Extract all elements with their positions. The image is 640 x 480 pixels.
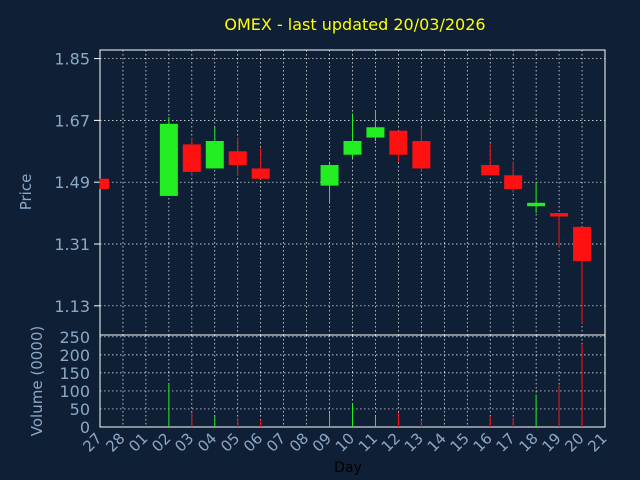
- volume-tick-label: 250: [59, 328, 90, 347]
- x-axis-label: Day: [334, 460, 362, 476]
- volume-tick-label: 150: [59, 364, 90, 383]
- volume-tick-label: 50: [70, 400, 90, 419]
- volume-tick-label: 200: [59, 346, 90, 365]
- price-axis-label: Price: [17, 174, 35, 211]
- candle-body: [389, 130, 408, 155]
- price-panel: 1.85 1.67 1.49 1.31 1.13: [54, 49, 606, 336]
- price-tick-label: 1.49: [54, 173, 90, 192]
- chart-title: OMEX - last updated 20/03/2026: [224, 15, 485, 34]
- candle-body: [228, 151, 247, 166]
- candle-body: [412, 140, 431, 169]
- x-axis: 2728010203040506070809101112131415161718…: [79, 429, 610, 455]
- candle-body: [504, 175, 523, 190]
- price-tick-label: 1.13: [54, 297, 90, 316]
- candle-body: [573, 226, 592, 262]
- volume-tick-label: 100: [59, 382, 90, 401]
- candle-body: [366, 127, 385, 138]
- candle-body: [320, 165, 339, 186]
- candle-body: [159, 123, 178, 196]
- candle-body: [550, 213, 569, 217]
- candle-body: [343, 140, 362, 155]
- candle-body: [251, 168, 270, 179]
- price-tick-label: 1.85: [54, 50, 90, 69]
- volume-tick-label: 0: [80, 418, 90, 437]
- candle-body: [100, 178, 109, 190]
- candle-body: [182, 144, 201, 172]
- volume-axis-label: Volume (0000): [28, 326, 46, 436]
- price-tick-label: 1.31: [54, 235, 90, 254]
- price-tick-label: 1.67: [54, 111, 90, 130]
- candle-body: [481, 165, 500, 176]
- candle-body: [205, 140, 224, 169]
- candle-body: [527, 202, 546, 207]
